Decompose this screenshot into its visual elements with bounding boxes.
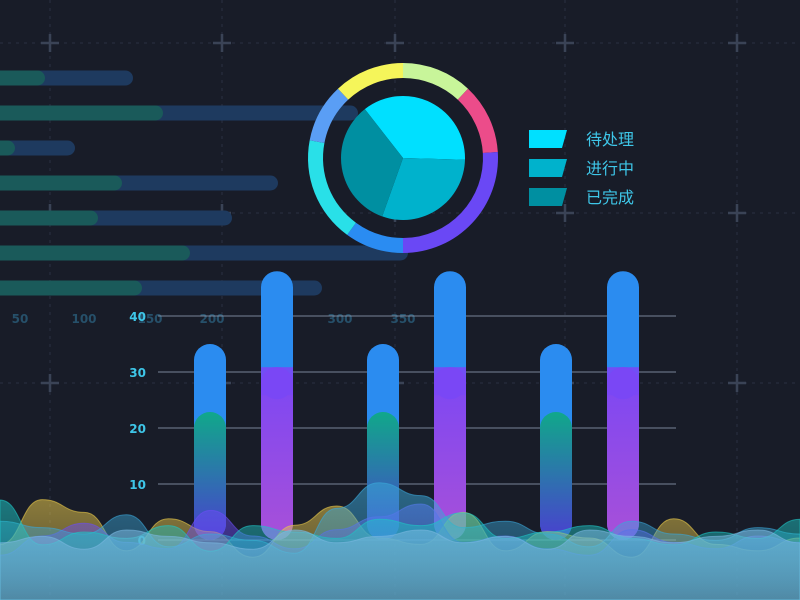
legend-label: 进行中 (586, 159, 634, 178)
legend-label: 待处理 (586, 130, 634, 149)
hbar-track (0, 140, 75, 156)
hbar-fill (0, 175, 122, 191)
vbar-column (540, 344, 572, 540)
pie-slice (382, 158, 465, 220)
legend-swatch (529, 159, 567, 177)
ring-segment (308, 140, 356, 235)
vbar-y-tick-label: 40 (129, 310, 146, 324)
hbar-fill (0, 210, 98, 226)
hbar-x-tick-label: 100 (71, 312, 96, 326)
ring-segment (337, 63, 403, 100)
hbar-x-tick-label: 300 (327, 312, 352, 326)
ring-segment (403, 152, 498, 253)
vertical-bar-chart: 010203040 (129, 271, 676, 548)
ring-segment (457, 88, 498, 153)
grid-plus-icon (386, 34, 404, 52)
hbar-fill (0, 140, 15, 156)
area-series (0, 529, 800, 600)
vbar-y-tick-label: 20 (129, 422, 146, 436)
pie-slice (364, 95, 465, 160)
grid-plus-icon (728, 34, 746, 52)
ring-segment (309, 88, 349, 144)
hbar-x-tick-label: 150 (137, 312, 162, 326)
grid-plus-icon (728, 204, 746, 222)
pie-slice (341, 109, 403, 217)
hbar-fill (0, 105, 163, 121)
grid-plus-icon (556, 204, 574, 222)
grid-plus-icon (213, 34, 231, 52)
grid-plus-icon (728, 374, 746, 392)
grid-plus-icon (41, 34, 59, 52)
vbar-column (434, 271, 466, 540)
ring-segment (347, 222, 403, 253)
hbar-fill (0, 245, 190, 261)
horizontal-bar-chart: 50 100 150 200 300 350 (0, 70, 416, 326)
hbar-x-tick-label: 50 (12, 312, 29, 326)
ring-segment (403, 63, 469, 100)
wave-area-chart (0, 482, 800, 600)
hbar-x-tick-label: 200 (199, 312, 224, 326)
status-pie-chart (308, 63, 498, 253)
grid-plus-icon (41, 374, 59, 392)
vbar-y-tick-label: 30 (129, 366, 146, 380)
legend-swatch (529, 130, 567, 148)
hbar-fill (0, 70, 45, 86)
vbar-column (194, 344, 226, 540)
vbar-column (607, 271, 639, 540)
grid-plus-icon (556, 34, 574, 52)
vbar-column (261, 271, 293, 540)
legend-label: 已完成 (586, 188, 634, 207)
hbar-x-tick-label: 350 (390, 312, 415, 326)
legend-swatch (529, 188, 567, 206)
hbar-fill (0, 280, 142, 296)
vbar-y-tick-label: 10 (129, 478, 146, 492)
